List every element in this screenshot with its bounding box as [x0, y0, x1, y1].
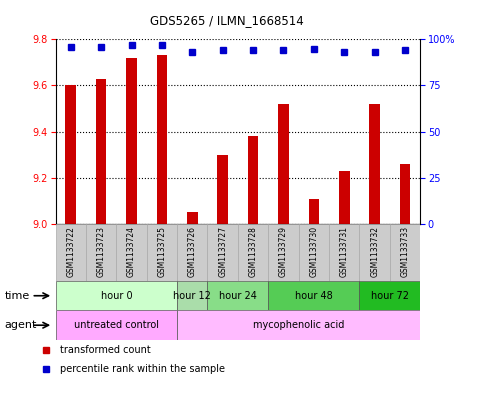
Bar	[309, 198, 319, 224]
Text: GSM1133725: GSM1133725	[157, 226, 167, 277]
Bar	[156, 55, 167, 224]
Bar	[177, 310, 420, 340]
Text: GSM1133726: GSM1133726	[188, 226, 197, 277]
Text: GSM1133733: GSM1133733	[400, 226, 410, 277]
Bar	[208, 224, 238, 281]
Bar	[147, 224, 177, 281]
Text: mycophenolic acid: mycophenolic acid	[253, 320, 344, 330]
Text: hour 24: hour 24	[219, 291, 257, 301]
Bar	[278, 104, 289, 224]
Bar	[217, 155, 228, 224]
Bar	[187, 213, 198, 224]
Bar	[298, 224, 329, 281]
Text: GSM1133729: GSM1133729	[279, 226, 288, 277]
Bar	[268, 224, 298, 281]
Text: GSM1133732: GSM1133732	[370, 226, 379, 277]
Text: hour 48: hour 48	[295, 291, 333, 301]
Text: GSM1133722: GSM1133722	[66, 226, 75, 277]
Text: hour 12: hour 12	[173, 291, 211, 301]
Bar	[208, 281, 268, 310]
Text: transformed count: transformed count	[60, 345, 151, 355]
Text: GSM1133724: GSM1133724	[127, 226, 136, 277]
Bar	[329, 224, 359, 281]
Text: hour 0: hour 0	[100, 291, 132, 301]
Text: GSM1133723: GSM1133723	[97, 226, 106, 277]
Text: agent: agent	[5, 320, 37, 330]
Bar	[359, 281, 420, 310]
Text: time: time	[5, 291, 30, 301]
Bar	[390, 224, 420, 281]
Bar	[339, 171, 350, 224]
Text: GSM1133730: GSM1133730	[309, 226, 318, 277]
Bar	[116, 224, 147, 281]
Bar	[96, 79, 106, 224]
Bar	[56, 310, 177, 340]
Bar	[400, 164, 411, 224]
Text: percentile rank within the sample: percentile rank within the sample	[60, 364, 226, 375]
Text: untreated control: untreated control	[74, 320, 159, 330]
Bar	[56, 281, 177, 310]
Bar	[268, 281, 359, 310]
Text: GDS5265 / ILMN_1668514: GDS5265 / ILMN_1668514	[150, 14, 304, 27]
Bar	[126, 58, 137, 224]
Bar	[359, 224, 390, 281]
Text: GSM1133727: GSM1133727	[218, 226, 227, 277]
Bar	[238, 224, 268, 281]
Bar	[248, 136, 258, 224]
Bar	[177, 224, 208, 281]
Bar	[369, 104, 380, 224]
Bar	[65, 86, 76, 224]
Bar	[86, 224, 116, 281]
Text: GSM1133731: GSM1133731	[340, 226, 349, 277]
Text: GSM1133728: GSM1133728	[249, 226, 257, 277]
Bar	[177, 281, 208, 310]
Text: hour 72: hour 72	[371, 291, 409, 301]
Bar	[56, 224, 86, 281]
